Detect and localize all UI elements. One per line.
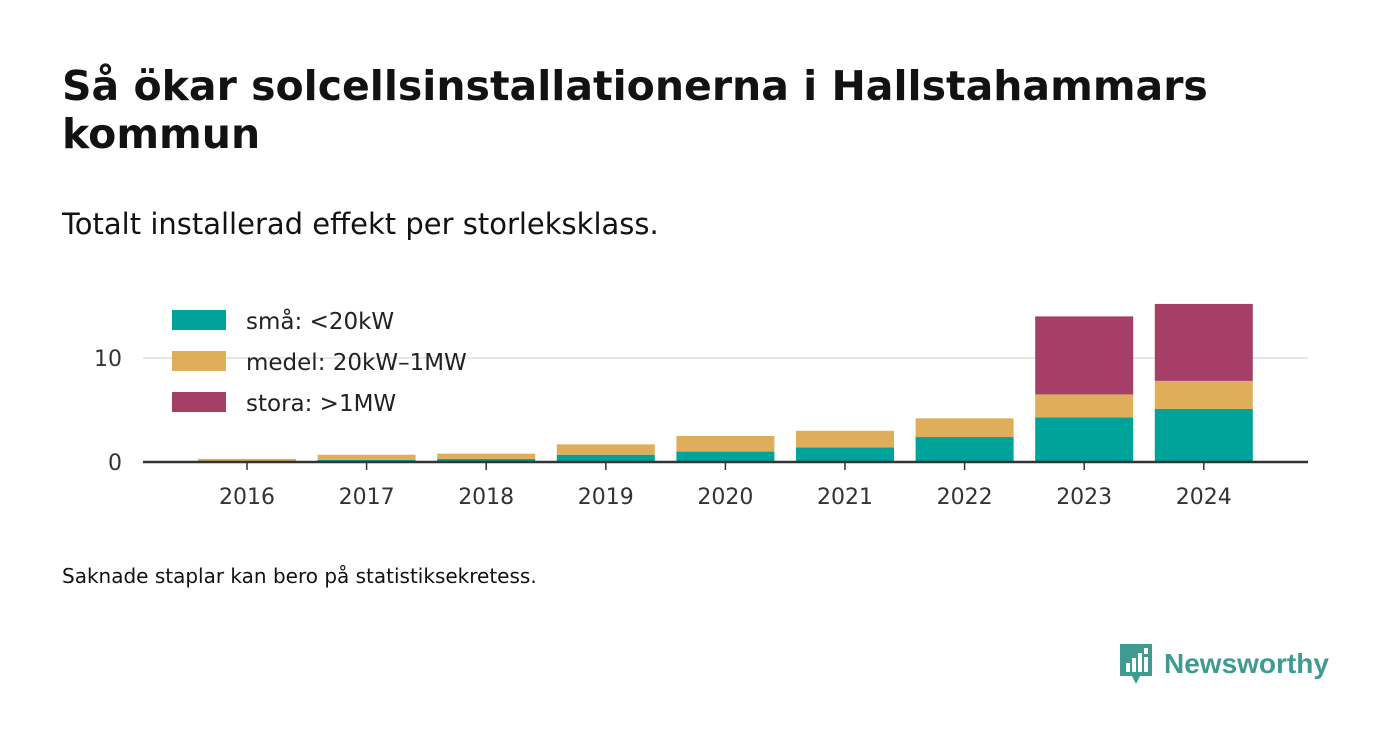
x-tick-label: 2019 bbox=[578, 485, 634, 510]
bars-layer bbox=[198, 303, 1253, 462]
bar-segment bbox=[1154, 380, 1253, 409]
x-tick-label: 2018 bbox=[458, 485, 514, 510]
bar-segment bbox=[198, 458, 296, 461]
bar-segment bbox=[437, 453, 536, 459]
axis-layer: 0 10 2016 2017 2018 2019 2020 2021 2022 2023 2024 bbox=[94, 347, 1308, 510]
x-tick-label: 2023 bbox=[1056, 485, 1112, 510]
legend-swatch bbox=[172, 310, 226, 330]
bar-segment bbox=[915, 437, 1014, 462]
bar-segment bbox=[915, 418, 1014, 438]
bar-segment bbox=[1154, 303, 1253, 381]
bar-segment bbox=[676, 451, 775, 462]
bar-segment bbox=[1035, 417, 1134, 462]
y-tick-label: 0 bbox=[108, 451, 122, 476]
y-tick-label: 10 bbox=[94, 347, 122, 372]
x-tick-label: 2022 bbox=[937, 485, 993, 510]
brand: Newsworthy bbox=[1118, 642, 1329, 686]
bar-segment bbox=[1035, 316, 1134, 395]
chart-title: Så ökar solcellsinstallationerna i Halls… bbox=[62, 62, 1208, 158]
bar-segment bbox=[317, 454, 416, 460]
brand-name: Newsworthy bbox=[1164, 648, 1329, 679]
bar-segment bbox=[1154, 408, 1253, 462]
legend-label: medel: 20kW–1MW bbox=[246, 350, 467, 376]
bar-segment bbox=[556, 444, 655, 455]
legend-label: stora: >1MW bbox=[246, 391, 396, 417]
bar-segment bbox=[796, 447, 894, 462]
x-tick-label: 2021 bbox=[817, 485, 873, 510]
x-tick-label: 2016 bbox=[219, 485, 275, 510]
legend-swatch bbox=[172, 351, 226, 371]
bar-segment bbox=[676, 436, 775, 452]
legend-label: små: <20kW bbox=[246, 307, 394, 335]
newsworthy-logo-icon bbox=[1120, 644, 1152, 684]
bar-segment bbox=[556, 454, 655, 462]
x-tick-label: 2017 bbox=[339, 485, 395, 510]
footnote: Saknade staplar kan bero på statistiksek… bbox=[62, 564, 537, 588]
chart-subtitle: Totalt installerad effekt per storlekskl… bbox=[62, 207, 659, 241]
legend-swatch bbox=[172, 392, 226, 412]
x-tick-label: 2020 bbox=[697, 485, 753, 510]
x-tick-label: 2024 bbox=[1176, 485, 1232, 510]
bar-segment bbox=[1035, 394, 1134, 418]
bar-segment bbox=[796, 430, 894, 448]
bar-segment bbox=[437, 458, 536, 462]
legend: små: <20kW medel: 20kW–1MW stora: >1MW bbox=[172, 307, 467, 417]
